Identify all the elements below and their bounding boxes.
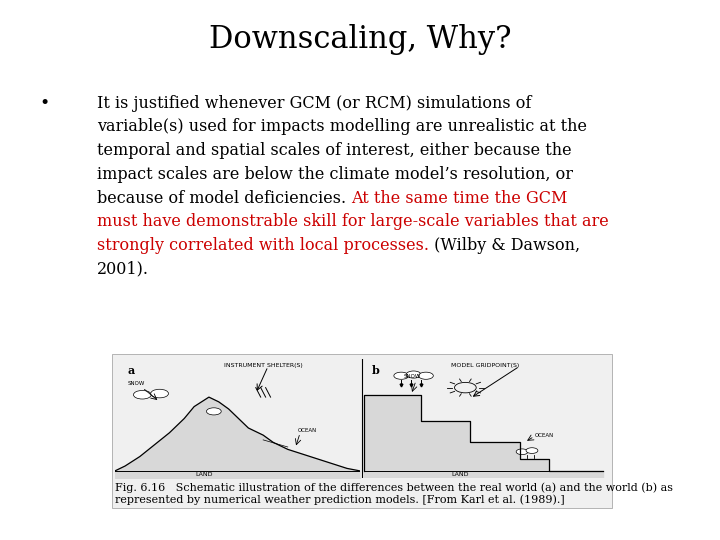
Text: variable(s) used for impacts modelling are unrealistic at the: variable(s) used for impacts modelling a… bbox=[97, 118, 588, 135]
Circle shape bbox=[406, 371, 421, 378]
Text: because of model deficiencies.: because of model deficiencies. bbox=[97, 190, 351, 206]
Bar bbox=[112, 354, 612, 508]
Text: At the same time the GCM: At the same time the GCM bbox=[351, 190, 568, 206]
Text: temporal and spatial scales of interest, either because the: temporal and spatial scales of interest,… bbox=[97, 142, 572, 159]
Text: •: • bbox=[40, 94, 50, 111]
Circle shape bbox=[516, 449, 528, 455]
Text: 2001).: 2001). bbox=[97, 261, 149, 278]
Text: (Wilby & Dawson,: (Wilby & Dawson, bbox=[429, 237, 580, 254]
Text: LAND: LAND bbox=[195, 472, 212, 477]
Text: It is justified whenever GCM (or RCM) simulations of: It is justified whenever GCM (or RCM) si… bbox=[97, 94, 531, 111]
Text: SNOW: SNOW bbox=[404, 374, 421, 379]
Text: b: b bbox=[372, 365, 379, 376]
Text: must have demonstrable skill for large-scale variables that are: must have demonstrable skill for large-s… bbox=[97, 213, 609, 230]
Polygon shape bbox=[364, 395, 603, 478]
Text: LAND: LAND bbox=[451, 472, 469, 477]
Circle shape bbox=[150, 389, 168, 398]
Circle shape bbox=[418, 372, 433, 379]
Text: a: a bbox=[127, 365, 135, 376]
Text: impact scales are below the climate model’s resolution, or: impact scales are below the climate mode… bbox=[97, 166, 573, 183]
Text: SNOW: SNOW bbox=[127, 381, 145, 387]
Circle shape bbox=[526, 448, 538, 454]
Text: Downscaling, Why?: Downscaling, Why? bbox=[209, 24, 511, 55]
Text: OCEAN: OCEAN bbox=[534, 433, 554, 437]
Text: Fig. 6.16   Schematic illustration of the differences between the real world (a): Fig. 6.16 Schematic illustration of the … bbox=[115, 482, 673, 505]
Text: strongly correlated with local processes.: strongly correlated with local processes… bbox=[97, 237, 429, 254]
Circle shape bbox=[133, 390, 151, 399]
Text: MODEL GRIDPOINT(S): MODEL GRIDPOINT(S) bbox=[451, 363, 519, 368]
Text: OCEAN: OCEAN bbox=[297, 428, 317, 433]
Circle shape bbox=[207, 408, 221, 415]
Circle shape bbox=[394, 372, 409, 379]
Text: INSTRUMENT SHELTER(S): INSTRUMENT SHELTER(S) bbox=[224, 363, 302, 368]
